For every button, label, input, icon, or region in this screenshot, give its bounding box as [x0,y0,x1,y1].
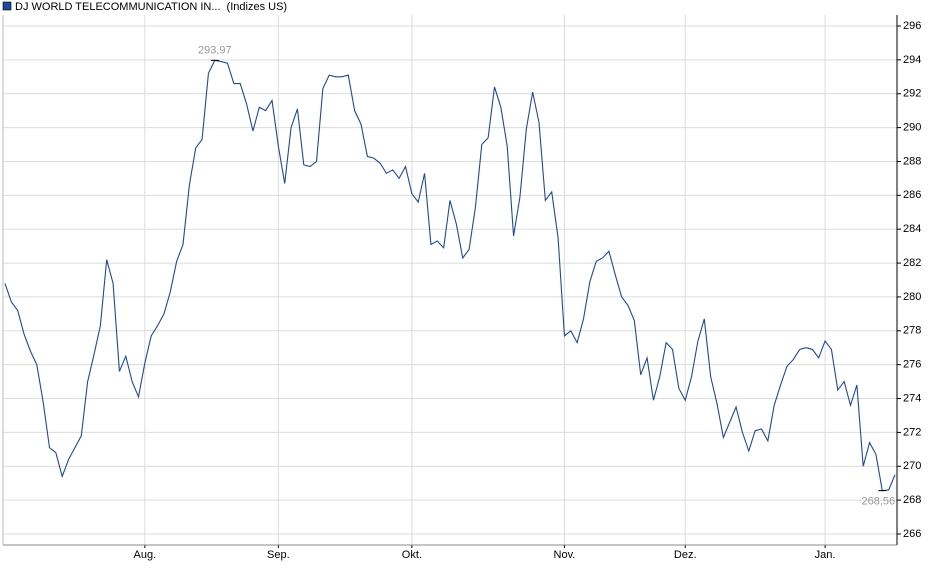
x-tick-label: Aug. [134,549,157,561]
legend-label: DJ WORLD TELECOMMUNICATION IN... [15,1,221,13]
x-tick-label: Dez. [674,549,697,561]
y-tick-label: 296 [903,20,921,32]
grid [3,15,897,545]
value-label: 268,56 [861,496,895,508]
y-tick-label: 274 [903,392,921,404]
y-tick-label: 272 [903,426,921,438]
y-tick-label: 278 [903,325,921,337]
y-tick-label: 266 [903,528,921,540]
y-tick-label: 292 [903,88,921,100]
value-label: 293,97 [198,44,232,56]
x-tick-label: Jan. [815,549,836,561]
y-tick-label: 270 [903,460,921,472]
y-tick-label: 280 [903,291,921,303]
y-tick-label: 290 [903,122,921,134]
x-tick-label: Okt. [402,549,422,561]
y-tick-label: 276 [903,359,921,371]
y-tick-label: 286 [903,189,921,201]
y-tick-label: 284 [903,223,921,235]
x-tick-label: Nov. [554,549,576,561]
series-line [4,59,896,492]
y-tick-label: 288 [903,155,921,167]
legend-swatch [2,1,12,11]
plot: 293,97 268,56 [4,44,896,508]
y-tick-label: 282 [903,257,921,269]
y-tick-label: 294 [903,54,921,66]
chart-title: (Indizes US) [227,1,288,13]
y-tick-label: 268 [903,494,921,506]
x-tick-label: Sep. [267,549,290,561]
